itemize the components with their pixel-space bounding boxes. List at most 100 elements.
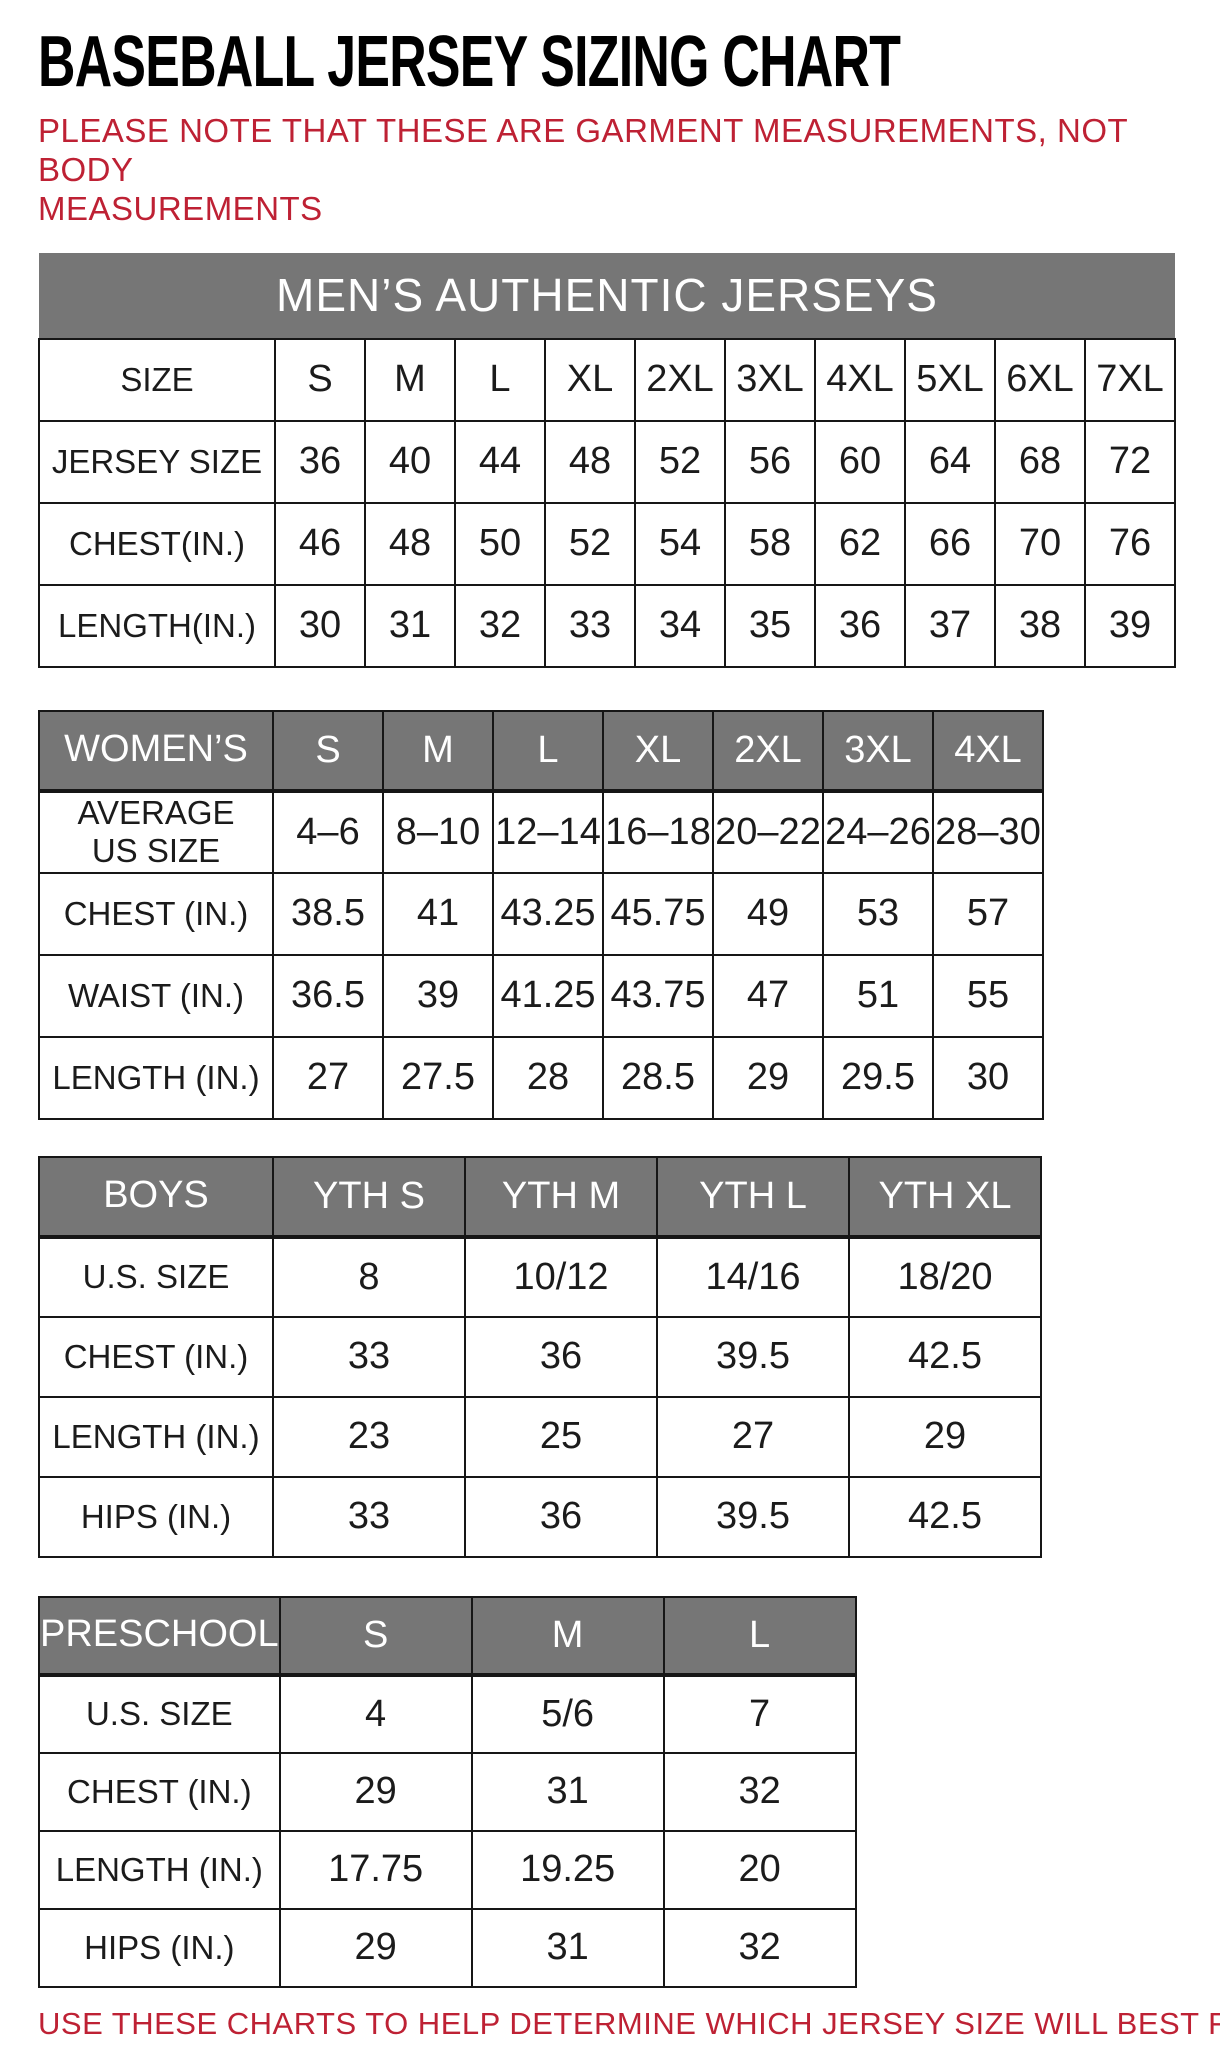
table-row: SIZE S M L XL 2XL 3XL 4XL 5XL 6XL 7XL xyxy=(38,337,1176,422)
table-row: CHEST (IN.) 38.5 41 43.25 45.75 49 53 57 xyxy=(38,871,1044,956)
table-row: CHEST (IN.) 33 36 39.5 42.5 xyxy=(38,1315,1042,1398)
table-cell: 28 xyxy=(492,1035,604,1120)
table-row: AVERAGE US SIZE 4–6 8–10 12–14 16–18 20–… xyxy=(38,789,1044,874)
table-cell: 38.5 xyxy=(272,871,384,956)
column-header: L xyxy=(454,337,546,422)
table-cell: 28–30 xyxy=(932,789,1044,874)
table-cell: 53 xyxy=(822,871,934,956)
table-row: U.S. SIZE 8 10/12 14/16 18/20 xyxy=(38,1235,1042,1318)
table-cell: 55 xyxy=(932,953,1044,1038)
table-cell: 41 xyxy=(382,871,494,956)
table-cell: 49 xyxy=(712,871,824,956)
row-label: JERSEY SIZE xyxy=(38,419,276,504)
column-header: S xyxy=(272,709,384,793)
boys-table-title: BOYS xyxy=(38,1155,274,1239)
table-header-row: BOYS YTH S YTH M YTH L YTH XL xyxy=(38,1155,1042,1239)
table-cell: 44 xyxy=(454,419,546,504)
column-header: 7XL xyxy=(1084,337,1176,422)
table-title-row: MEN’S AUTHENTIC JERSEYS xyxy=(39,252,1175,339)
table-cell: 32 xyxy=(454,583,546,668)
row-label: CHEST(IN.) xyxy=(38,501,276,586)
table-cell: 17.75 xyxy=(278,1829,473,1910)
column-header: XL xyxy=(602,709,714,793)
table-cell: 16–18 xyxy=(602,789,714,874)
row-label: CHEST (IN.) xyxy=(38,1751,281,1832)
table-cell: 39.5 xyxy=(656,1475,850,1558)
table-cell: 36 xyxy=(814,583,906,668)
table-cell: 48 xyxy=(364,501,456,586)
table-cell: 52 xyxy=(544,501,636,586)
column-header: YTH L xyxy=(656,1155,850,1239)
table-cell: 47 xyxy=(712,953,824,1038)
row-label: U.S. SIZE xyxy=(38,1235,274,1318)
table-cell: 18/20 xyxy=(848,1235,1042,1318)
preschool-table-title: PRESCHOOL xyxy=(38,1595,281,1677)
column-header: M xyxy=(364,337,456,422)
column-header: 4XL xyxy=(814,337,906,422)
table-cell: 39.5 xyxy=(656,1315,850,1398)
womens-table-title: WOMEN’S xyxy=(38,709,274,793)
row-label: AVERAGE US SIZE xyxy=(38,789,274,874)
table-cell: 27 xyxy=(656,1395,850,1478)
table-cell: 41.25 xyxy=(492,953,604,1038)
table-cell: 64 xyxy=(904,419,996,504)
table-cell: 76 xyxy=(1084,501,1176,586)
table-cell: 42.5 xyxy=(848,1475,1042,1558)
preschool-sizing-table: PRESCHOOL S M L U.S. SIZE 4 5/6 7 CHEST … xyxy=(38,1595,857,1988)
table-cell: 30 xyxy=(932,1035,1044,1120)
boys-sizing-table: BOYS YTH S YTH M YTH L YTH XL U.S. SIZE … xyxy=(38,1155,1042,1558)
table-cell: 45.75 xyxy=(602,871,714,956)
table-cell: 40 xyxy=(364,419,456,504)
page-title: BASEBALL JERSEY SIZING CHART xyxy=(38,22,901,102)
table-cell: 32 xyxy=(662,1751,857,1832)
table-cell: 58 xyxy=(724,501,816,586)
table-header-row: WOMEN’S S M L XL 2XL 3XL 4XL xyxy=(38,709,1044,793)
note-line-1: PLEASE NOTE THAT THESE ARE GARMENT MEASU… xyxy=(38,112,1128,188)
table-cell: 23 xyxy=(272,1395,466,1478)
row-label: CHEST (IN.) xyxy=(38,1315,274,1398)
row-label: LENGTH(IN.) xyxy=(38,583,276,668)
table-cell: 8–10 xyxy=(382,789,494,874)
column-header: 5XL xyxy=(904,337,996,422)
table-cell: 27.5 xyxy=(382,1035,494,1120)
table-cell: 62 xyxy=(814,501,906,586)
table-cell: 14/16 xyxy=(656,1235,850,1318)
table-cell: 7 xyxy=(662,1673,857,1754)
table-cell: 31 xyxy=(470,1907,665,1988)
table-cell: 39 xyxy=(1084,583,1176,668)
column-header: YTH S xyxy=(272,1155,466,1239)
column-header: 3XL xyxy=(724,337,816,422)
table-cell: 52 xyxy=(634,419,726,504)
garment-measurement-note: PLEASE NOTE THAT THESE ARE GARMENT MEASU… xyxy=(38,112,1190,229)
table-cell: 33 xyxy=(272,1475,466,1558)
table-cell: 27 xyxy=(272,1035,384,1120)
table-cell: 51 xyxy=(822,953,934,1038)
table-cell: 46 xyxy=(274,501,366,586)
table-cell: 10/12 xyxy=(464,1235,658,1318)
row-label: WAIST (IN.) xyxy=(38,953,274,1038)
mens-table-title: MEN’S AUTHENTIC JERSEYS xyxy=(39,252,1175,339)
table-cell: 12–14 xyxy=(492,789,604,874)
table-cell: 25 xyxy=(464,1395,658,1478)
column-header: 2XL xyxy=(634,337,726,422)
row-label: LENGTH (IN.) xyxy=(38,1829,281,1910)
table-cell: 19.25 xyxy=(470,1829,665,1910)
column-header: YTH XL xyxy=(848,1155,1042,1239)
mens-sizing-table: MEN’S AUTHENTIC JERSEYS SIZE S M L XL 2X… xyxy=(38,252,1176,668)
table-cell: 33 xyxy=(544,583,636,668)
table-cell: 29 xyxy=(848,1395,1042,1478)
column-header: 4XL xyxy=(932,709,1044,793)
row-label: HIPS (IN.) xyxy=(38,1475,274,1558)
table-cell: 29 xyxy=(278,1751,473,1832)
table-cell: 60 xyxy=(814,419,906,504)
table-cell: 50 xyxy=(454,501,546,586)
table-cell: 8 xyxy=(272,1235,466,1318)
column-header: M xyxy=(382,709,494,793)
table-cell: 37 xyxy=(904,583,996,668)
table-row: LENGTH (IN.) 23 25 27 29 xyxy=(38,1395,1042,1478)
row-label: LENGTH (IN.) xyxy=(38,1035,274,1120)
table-cell: 4–6 xyxy=(272,789,384,874)
column-header: L xyxy=(492,709,604,793)
table-row: HIPS (IN.) 33 36 39.5 42.5 xyxy=(38,1475,1042,1558)
table-cell: 29 xyxy=(278,1907,473,1988)
